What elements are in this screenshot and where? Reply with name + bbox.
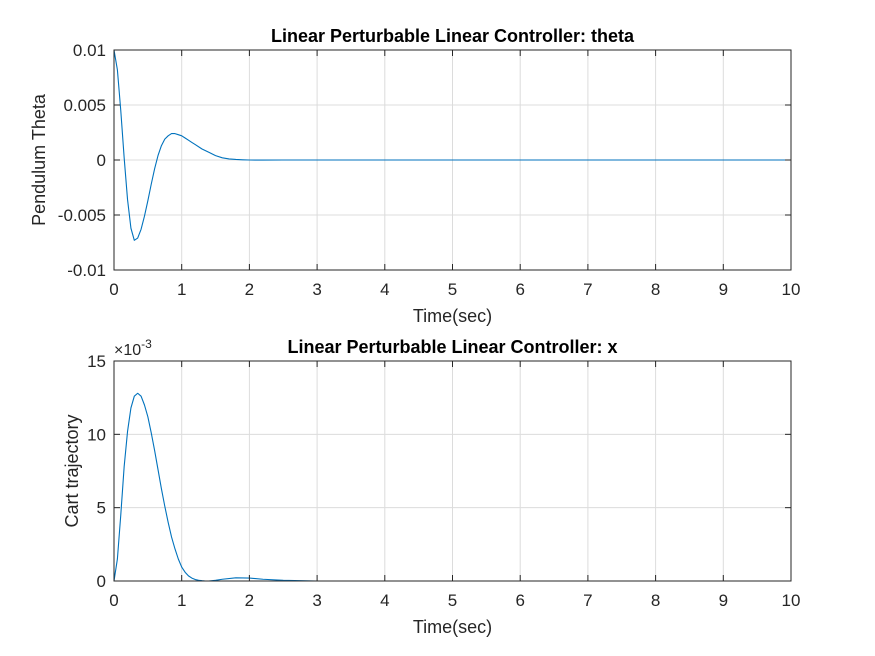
x-tick-label: 7	[583, 280, 592, 299]
y-axis-label: Cart trajectory	[62, 414, 82, 527]
x-tick-label: 7	[583, 591, 592, 610]
y-tick-label: -0.01	[67, 261, 106, 280]
x-tick-label: 8	[651, 280, 660, 299]
x-tick-label: 4	[380, 591, 389, 610]
y-exponent-label: ×10-3	[114, 337, 152, 359]
x-tick-label: 5	[448, 280, 457, 299]
exponent-power: -3	[141, 337, 152, 351]
exponent-base: ×10	[114, 342, 141, 359]
x-tick-label: 8	[651, 591, 660, 610]
y-tick-label: 15	[87, 352, 106, 371]
x-tick-label: 3	[312, 280, 321, 299]
x-tick-label: 10	[782, 591, 801, 610]
y-tick-label: 0.01	[73, 41, 106, 60]
x-axis-label: Time(sec)	[413, 617, 492, 637]
y-tick-label: 0	[97, 151, 106, 170]
x-tick-label: 10	[782, 280, 801, 299]
x-axis-label: Time(sec)	[413, 306, 492, 326]
y-axis-label: Pendulum Theta	[29, 93, 49, 226]
x-tick-label: 0	[109, 280, 118, 299]
x-tick-label: 6	[515, 591, 524, 610]
theta-plot: 0 1 2 3 4 5 6 7 8 9 10 -0.01 -0.005 0 0.005 0.01 Linear …	[29, 26, 800, 326]
x-tick-label: 9	[719, 591, 728, 610]
y-tick-label: 10	[87, 425, 106, 444]
x-tick-label: 2	[245, 591, 254, 610]
x-tick-label: 6	[515, 280, 524, 299]
y-tick-label: 0.005	[63, 96, 106, 115]
chart-title: Linear Perturbable Linear Controller: x	[287, 337, 617, 357]
x-tick-label: 1	[177, 591, 186, 610]
cart-trajectory-plot: 0 1 2 3 4 5 6 7 8 9 10 0 5 10 15 Linear Perturbable Lin…	[62, 337, 800, 637]
x-tick-label: 9	[719, 280, 728, 299]
chart-title: Linear Perturbable Linear Controller: th…	[271, 26, 635, 46]
x-tick-label: 4	[380, 280, 389, 299]
x-tick-label: 5	[448, 591, 457, 610]
series-line	[113, 49, 791, 241]
x-tick-label: 2	[245, 280, 254, 299]
x-tick-label: 3	[312, 591, 321, 610]
x-tick-label: 0	[109, 591, 118, 610]
x-tick-label: 1	[177, 280, 186, 299]
y-tick-label: 5	[97, 499, 106, 518]
y-tick-label: 0	[97, 572, 106, 591]
y-tick-label: -0.005	[58, 206, 106, 225]
